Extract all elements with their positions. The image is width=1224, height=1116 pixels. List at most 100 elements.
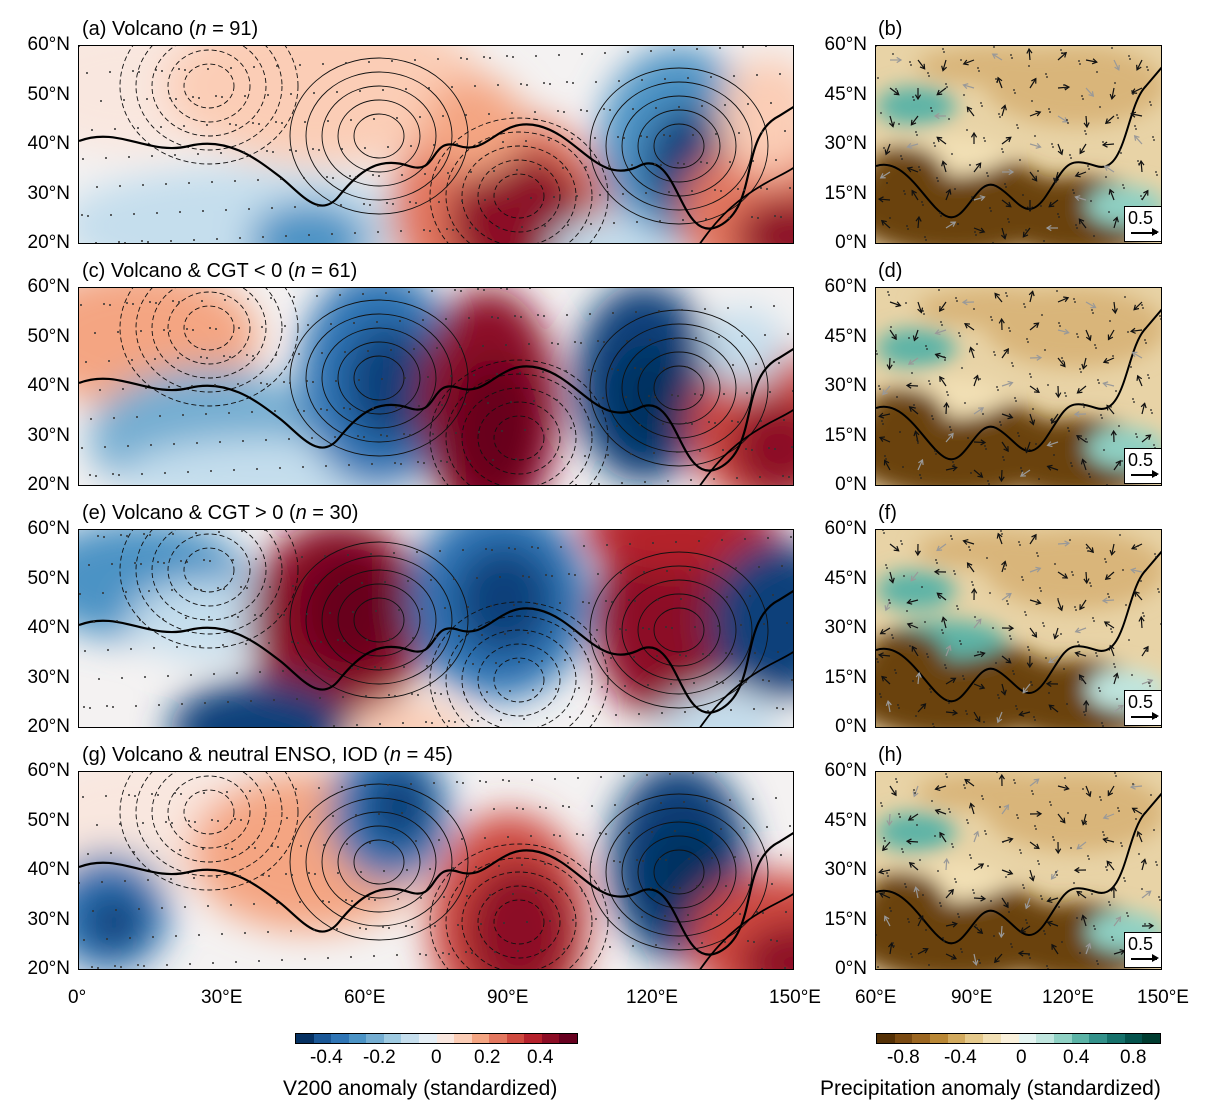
significance-dot	[409, 434, 411, 436]
significance-dot	[191, 385, 193, 387]
significance-dot	[81, 214, 83, 216]
wind-vector	[879, 436, 891, 443]
wind-vector	[913, 785, 919, 797]
significance-dot	[231, 848, 233, 850]
significance-dot	[1135, 818, 1137, 820]
significance-dot	[916, 824, 918, 826]
wind-vector	[1102, 599, 1115, 602]
significance-dot	[958, 916, 960, 918]
wind-vector-head	[908, 862, 915, 868]
colorbar-segment	[912, 1034, 931, 1043]
significance-dot	[931, 415, 933, 417]
lat-tick-label: 60°N	[27, 276, 70, 297]
significance-dot	[147, 879, 149, 881]
contour-line	[183, 789, 235, 835]
significance-dot	[299, 901, 301, 903]
significance-dot	[310, 726, 312, 727]
significance-dot	[344, 351, 346, 353]
significance-dot	[881, 420, 883, 422]
wind-vector	[1075, 196, 1087, 201]
wind-vector	[1085, 59, 1097, 63]
significance-dot	[1043, 240, 1045, 242]
significance-dot	[1087, 855, 1089, 857]
significance-dot	[628, 599, 630, 601]
significance-dot	[1101, 417, 1103, 419]
wind-vector-head	[883, 459, 890, 466]
significance-dot	[118, 241, 120, 243]
contour-line	[605, 807, 753, 937]
wind-vector	[1136, 59, 1143, 71]
contour-line	[493, 415, 545, 461]
wind-vector-head	[1088, 91, 1095, 98]
significance-dot	[951, 153, 953, 155]
significance-dot	[465, 114, 467, 116]
wind-vector-head	[888, 121, 895, 128]
wind-vector-head	[1076, 890, 1083, 897]
wind-vector	[1104, 621, 1115, 629]
significance-dot	[1135, 433, 1137, 435]
wind-vector	[887, 701, 891, 713]
coastline	[79, 589, 793, 714]
contour-line	[445, 615, 593, 727]
significance-dot	[1114, 666, 1116, 668]
significance-dot	[1057, 598, 1059, 600]
lat-tick-label: 30°N	[27, 183, 70, 204]
contour-line	[167, 533, 251, 607]
wind-vector	[1076, 435, 1087, 443]
significance-dot	[132, 70, 134, 72]
significance-dot	[432, 433, 434, 435]
significance-dot	[232, 559, 234, 561]
significance-dot	[296, 698, 298, 700]
wind-vector-head	[886, 364, 893, 371]
significance-dot	[100, 100, 102, 102]
significance-dot	[291, 641, 293, 643]
significance-dot	[634, 600, 636, 602]
significance-dot	[1153, 829, 1155, 831]
significance-dot	[1030, 681, 1032, 683]
significance-dot	[984, 445, 986, 447]
significance-dot	[134, 562, 136, 564]
v200-colorbar-title: V200 anomaly (standardized)	[283, 1077, 558, 1100]
wind-vector-head	[1035, 599, 1042, 606]
significance-dot	[411, 693, 413, 695]
significance-dot	[243, 151, 245, 153]
significance-dot	[204, 702, 206, 704]
wind-vector	[1141, 190, 1149, 201]
significance-dot	[996, 386, 998, 388]
significance-dot	[401, 174, 403, 176]
significance-dot	[311, 437, 313, 439]
significance-dot	[414, 59, 416, 61]
significance-dot	[345, 899, 347, 901]
significance-dot	[213, 673, 215, 675]
significance-dot	[332, 177, 334, 179]
significance-dot	[368, 61, 370, 63]
significance-dot	[1147, 374, 1149, 376]
significance-dot	[618, 80, 620, 82]
significance-dot	[594, 137, 596, 139]
significance-dot	[909, 61, 911, 63]
significance-dot	[642, 860, 644, 862]
significance-dot	[902, 851, 904, 853]
significance-dot	[184, 906, 186, 908]
wind-vector-head	[905, 838, 912, 845]
significance-dot	[139, 619, 141, 621]
contour-line	[321, 811, 437, 913]
wind-vector-head	[943, 401, 950, 408]
wind-vector	[1113, 916, 1121, 927]
significance-dot	[612, 312, 614, 314]
wind-vector	[1141, 434, 1151, 443]
contour-line	[305, 313, 453, 443]
wind-vector	[1085, 301, 1096, 309]
wind-vector	[1029, 413, 1034, 425]
significance-dot	[1081, 95, 1083, 97]
significance-dot	[223, 355, 225, 357]
significance-dot	[1150, 409, 1152, 411]
wind-vector-head	[1106, 860, 1113, 867]
significance-dot	[902, 466, 904, 468]
significance-dot	[638, 713, 640, 715]
colorbar-tick-label: -0.8	[887, 1047, 920, 1068]
wind-vector	[973, 196, 985, 201]
significance-dot	[1110, 628, 1112, 630]
lon-tick-label: 90°E	[487, 987, 529, 1008]
significance-dot	[114, 128, 116, 130]
